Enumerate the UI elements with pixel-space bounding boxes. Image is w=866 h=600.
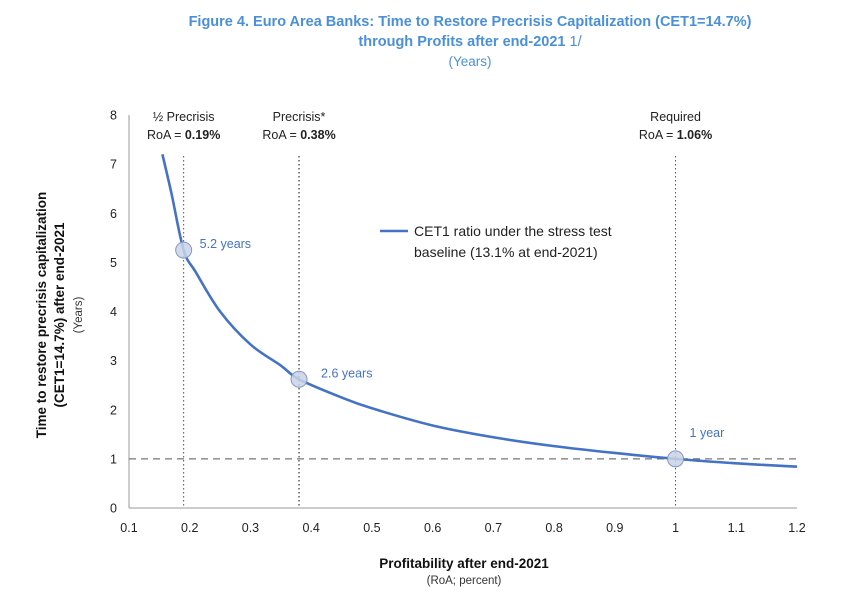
chart-title-block: Figure 4. Euro Area Banks: Time to Resto… [0, 12, 866, 71]
x-tick-label: 0.8 [545, 521, 562, 535]
highlight-marker [667, 450, 685, 468]
y-axis-label-line1: Time to restore precrisis capitalization [34, 192, 49, 439]
y-tick-label: 6 [110, 207, 117, 221]
y-tick-label: 1 [110, 452, 117, 466]
x-axis-label: Profitability after end-2021 [379, 556, 549, 571]
y-tick-label: 7 [110, 158, 117, 172]
x-tick-label: 0.4 [302, 521, 319, 535]
highlight-marker [175, 241, 193, 259]
legend-label-line2: baseline (13.1% at end-2021) [414, 244, 598, 260]
x-tick-labels: 0.1 0.2 0.3 0.4 0.5 0.6 0.7 0.8 0.9 1 1.1 1.2 [120, 521, 805, 535]
point-data-label: 1 year [690, 426, 725, 440]
chart-title-line2: through Profits after end-2021 [358, 34, 566, 50]
reference-label: Required [650, 110, 701, 124]
reference-roa-label: RoA = 0.19% [147, 128, 220, 142]
reference-roa-label: RoA = 0.38% [262, 128, 335, 142]
y-tick-label: 8 [110, 109, 117, 123]
y-tick-label: 0 [110, 502, 117, 516]
chart-title: Figure 4. Euro Area Banks: Time to Resto… [0, 12, 866, 32]
reference-roa-label: RoA = 1.06% [639, 128, 712, 142]
chart-title-line2-wrap: through Profits after end-2021 1/ [0, 32, 866, 52]
y-tick-label: 4 [110, 305, 117, 319]
axes [128, 115, 797, 509]
highlighted-points: 5.2 years 2.6 years 1 year [175, 237, 725, 468]
y-axis-label-line2: (CET1=14.7%) after end-2021 [52, 222, 67, 407]
chart-title-line1: Figure 4. Euro Area Banks: Time to Resto… [188, 14, 752, 30]
legend-label-line1: CET1 ratio under the stress test [414, 223, 612, 239]
reference-label: ½ Precrisis [153, 110, 215, 124]
chart-subtitle: (Years) [448, 54, 492, 69]
y-tick-label: 2 [110, 403, 117, 417]
point-data-label: 2.6 years [321, 366, 372, 380]
x-tick-label: 0.9 [606, 521, 623, 535]
x-axis-sublabel: (RoA; percent) [427, 575, 502, 587]
highlight-marker [290, 370, 308, 388]
y-tick-labels: 0 1 2 3 4 5 6 7 8 [110, 109, 117, 516]
x-tick-label: 0.2 [181, 521, 198, 535]
y-tick-label: 5 [110, 256, 117, 270]
y-axis-sublabel: (Years) [73, 297, 85, 334]
legend: CET1 ratio under the stress test baselin… [380, 223, 612, 260]
reference-lines: ½ Precrisis RoA = 0.19% Precrisis* RoA = 0.… [147, 110, 712, 508]
point-data-label: 5.2 years [200, 237, 251, 251]
series-line [161, 154, 798, 469]
x-tick-label: 0.7 [485, 521, 502, 535]
x-tick-label: 0.6 [424, 521, 441, 535]
y-tick-label: 3 [110, 354, 117, 368]
x-tick-label: 1.1 [728, 521, 745, 535]
x-tick-label: 0.3 [242, 521, 259, 535]
x-tick-label: 1 [672, 521, 679, 535]
x-tick-label: 0.1 [120, 521, 137, 535]
x-tick-label: 0.5 [363, 521, 380, 535]
reference-label: Precrisis* [273, 110, 326, 124]
chart-title-footnote-marker: 1/ [569, 34, 582, 50]
x-tick-label: 1.2 [788, 521, 805, 535]
